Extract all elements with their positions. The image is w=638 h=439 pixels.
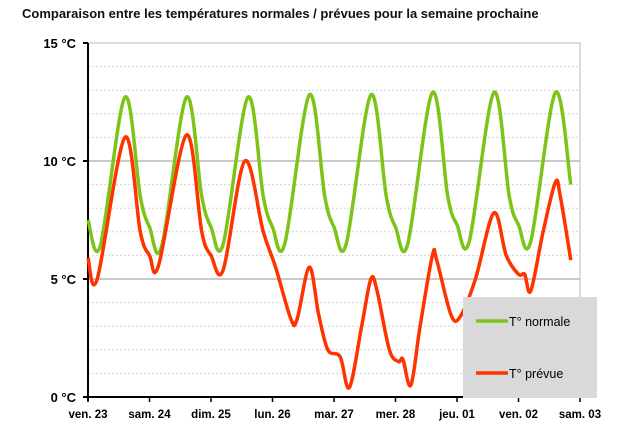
x-tick-label: sam. 03 <box>559 409 601 421</box>
legend-label: T° prévue <box>509 367 563 381</box>
x-tick-label: jeu. 01 <box>438 409 475 421</box>
chart-title: Comparaison entre les températures norma… <box>22 6 539 21</box>
x-tick-label: mar. 27 <box>314 409 354 421</box>
x-tick-label: sam. 24 <box>128 409 171 421</box>
x-tick-label: mer. 28 <box>376 409 416 421</box>
x-tick-label: ven. 23 <box>69 409 108 421</box>
y-tick-label: 15 °C <box>43 36 76 51</box>
series-line-prevue <box>86 133 573 390</box>
x-tick-label: ven. 02 <box>499 409 538 421</box>
y-tick-label: 0 °C <box>51 390 77 405</box>
series-line-normale <box>86 90 573 256</box>
x-tick-label: lun. 26 <box>254 409 290 421</box>
y-tick-label: 5 °C <box>51 272 77 287</box>
legend-box <box>463 297 597 398</box>
y-tick-label: 10 °C <box>43 154 76 169</box>
legend-label: T° normale <box>509 315 570 329</box>
x-tick-label: dim. 25 <box>191 409 231 421</box>
